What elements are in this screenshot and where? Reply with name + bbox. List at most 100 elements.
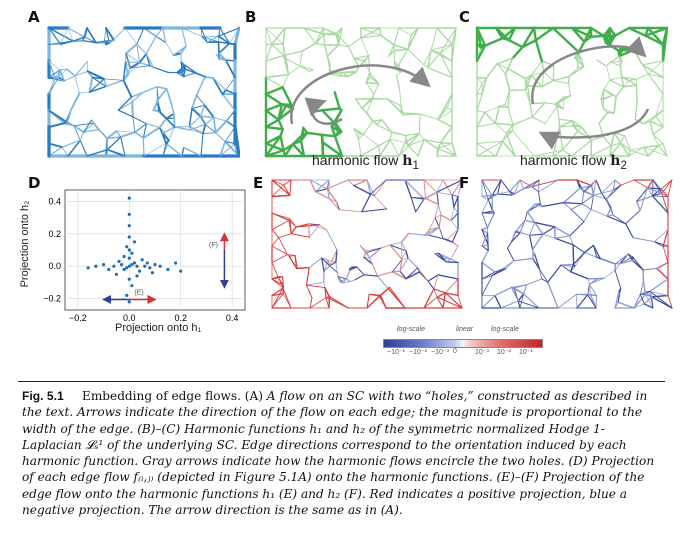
mesh-edge: [79, 139, 88, 157]
mesh-edge: [295, 223, 310, 228]
mesh-edge: [265, 43, 273, 62]
mesh-edge: [619, 259, 634, 265]
mesh-edge: [59, 68, 66, 82]
mesh-edge: [595, 295, 598, 309]
mesh-edge: [400, 112, 421, 115]
mesh-edge: [603, 269, 616, 279]
mesh-edge: [306, 281, 325, 286]
mesh-edge: [152, 109, 161, 114]
mesh-edge: [282, 27, 286, 45]
mesh-edge: [423, 288, 435, 309]
mesh-edge: [440, 142, 457, 157]
data-point: [127, 196, 131, 200]
flow-arrow-icon: [290, 64, 431, 125]
mesh-edge: [314, 179, 330, 193]
mesh-edge: [395, 71, 402, 76]
mesh-edge: [282, 287, 292, 309]
mesh-edge: [624, 135, 631, 151]
data-point: [135, 274, 139, 278]
mesh-edge: [308, 257, 323, 269]
mesh-edge: [218, 42, 231, 55]
mesh-edge: [323, 33, 326, 46]
data-point: [125, 245, 129, 249]
mesh-edge: [433, 274, 439, 290]
mesh-edge: [338, 209, 363, 213]
mesh-edge: [356, 266, 365, 276]
mesh-edge: [433, 288, 438, 298]
projection-network-e: [271, 179, 463, 309]
data-point: [125, 293, 129, 298]
mesh-edge: [538, 268, 543, 280]
mesh-edge: [401, 242, 403, 260]
mesh-edge: [512, 130, 535, 157]
mesh-edge: [507, 106, 514, 126]
mesh-edge: [138, 61, 151, 67]
mesh-edge: [511, 284, 528, 288]
mesh-edge: [439, 141, 453, 145]
mesh-edge: [635, 73, 649, 80]
mesh-edge: [319, 224, 328, 231]
mesh-edge: [660, 188, 663, 194]
y-axis-label: Projection onto h₂: [19, 200, 31, 288]
mesh-edge: [389, 138, 400, 157]
mesh-edge: [481, 249, 489, 264]
mesh-edge: [333, 91, 341, 110]
data-point: [122, 254, 126, 259]
mesh-edge: [632, 237, 655, 243]
mesh-edge: [125, 61, 141, 64]
mesh-edge: [589, 293, 598, 297]
mesh-edge: [418, 133, 425, 141]
mesh-edge: [395, 74, 401, 90]
mesh-edge: [389, 131, 393, 140]
mesh-edge: [345, 269, 351, 280]
mesh-edge: [271, 229, 280, 238]
mesh-edge: [365, 247, 382, 254]
data-point: [130, 262, 134, 267]
data-point: [143, 264, 147, 268]
mesh-edge: [191, 104, 206, 109]
mesh-edge: [667, 179, 673, 197]
y-tick-label: 0.0: [48, 261, 61, 271]
mesh-edge: [436, 296, 444, 309]
mesh-edge: [337, 276, 344, 284]
mesh-edge: [271, 262, 279, 278]
data-point: [127, 248, 131, 252]
mesh-edge: [590, 194, 594, 210]
mesh-edge: [434, 217, 440, 228]
mesh-edge: [88, 76, 94, 94]
mesh-edge: [609, 142, 622, 157]
mesh-edge: [476, 140, 504, 157]
mesh-edge: [522, 293, 540, 309]
mesh-edge: [609, 79, 625, 88]
mesh-edge: [428, 217, 436, 231]
mesh-edge: [436, 179, 463, 193]
mesh-edge: [481, 226, 489, 231]
mesh-edge: [600, 98, 604, 110]
mesh-edge: [587, 283, 590, 296]
mesh-edge: [145, 35, 157, 55]
mesh-edge: [500, 300, 519, 309]
mesh-edge: [552, 79, 570, 85]
data-point: [125, 266, 129, 270]
mesh-edge: [577, 130, 593, 141]
mesh-edge: [305, 131, 324, 136]
mesh-edge: [333, 135, 344, 158]
mesh-edge: [423, 138, 439, 150]
mesh-edge: [598, 111, 609, 124]
mesh-edge: [374, 195, 387, 210]
mesh-edge: [48, 76, 59, 95]
panel-label-b: B: [245, 8, 257, 26]
harmonic-flow-network-b: [264, 27, 457, 158]
mesh-edge: [481, 196, 489, 200]
mesh-edge: [324, 286, 331, 300]
mesh-edge: [614, 269, 622, 289]
mesh-edge: [570, 26, 586, 43]
colorbar-right-scale: log-scale: [491, 326, 520, 333]
mesh-edge: [306, 284, 326, 289]
mesh-edge: [660, 188, 669, 198]
mesh-edge: [156, 98, 160, 102]
mesh-edge: [218, 52, 227, 61]
panel-label-a: A: [28, 8, 40, 26]
mesh-edge: [532, 26, 538, 42]
mesh-edge: [651, 296, 673, 309]
